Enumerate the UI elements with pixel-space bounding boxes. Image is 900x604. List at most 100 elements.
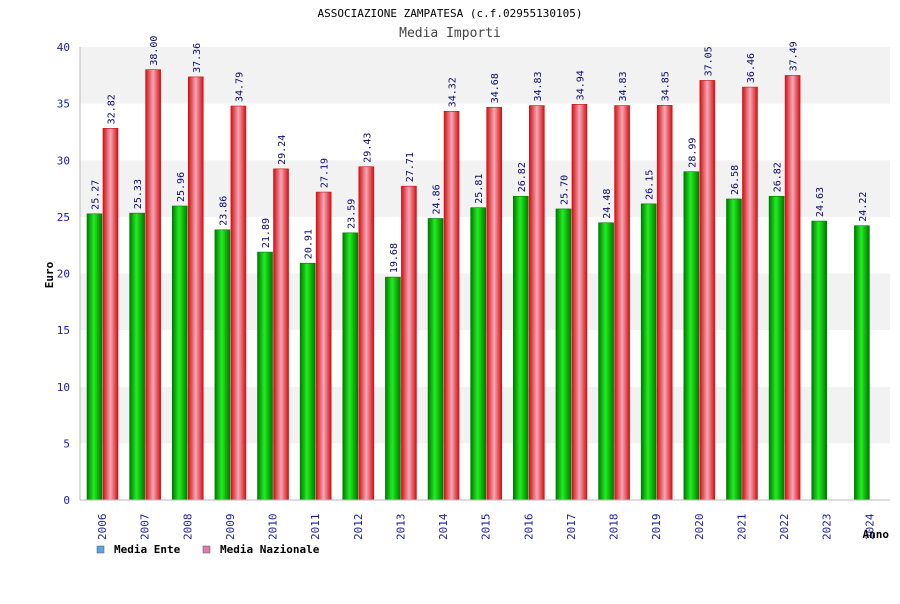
x-tick-label: 2007 [139, 514, 152, 541]
bar-media-nazionale [742, 86, 758, 501]
y-tick-label: 40 [57, 41, 70, 54]
x-tick-label: 2011 [309, 514, 322, 541]
bar-media-ente [86, 213, 103, 501]
x-tick-label: 2018 [608, 514, 621, 541]
chart-subtitle: Media Importi [399, 26, 501, 41]
bar-media-nazionale [656, 105, 673, 501]
x-tick-label: 2021 [735, 514, 748, 541]
value-label-ente: 25.27 [91, 180, 102, 210]
bar-media-ente [385, 276, 401, 501]
x-tick-label: 2006 [96, 514, 109, 541]
bar-media-nazionale [145, 69, 161, 501]
x-tick-label: 2008 [181, 514, 194, 541]
value-label-nazionale: 36.46 [746, 53, 757, 83]
value-label-ente: 25.70 [559, 175, 570, 205]
value-label-nazionale: 34.32 [448, 77, 459, 107]
value-label-ente: 25.96 [176, 172, 187, 202]
bar-media-nazionale [699, 80, 716, 501]
bar-media-ente [257, 251, 273, 501]
bar-media-ente [854, 225, 870, 501]
bar-media-ente [683, 171, 700, 501]
bar-media-ente [598, 222, 614, 501]
value-label-nazionale: 29.43 [362, 133, 373, 163]
value-label-ente: 26.15 [645, 170, 656, 200]
value-label-ente: 24.86 [432, 184, 443, 214]
value-label-ente: 26.82 [773, 162, 784, 192]
bar-media-nazionale [230, 105, 247, 501]
bar-media-nazionale [102, 128, 119, 501]
value-label-nazionale: 37.36 [192, 43, 203, 73]
bar-media-ente [171, 205, 188, 501]
value-label-nazionale: 38.00 [149, 36, 160, 66]
bar-media-ente [726, 198, 742, 501]
x-axis-label: Anno [863, 528, 890, 541]
value-label-ente: 20.91 [304, 229, 315, 259]
bar-media-ente [555, 208, 572, 501]
bar-media-ente [640, 203, 657, 501]
value-label-nazionale: 34.68 [490, 73, 501, 103]
chart-title: ASSOCIAZIONE ZAMPATESA (c.f.02955130105) [318, 7, 583, 20]
bar-media-nazionale [571, 104, 588, 501]
x-tick-label: 2010 [267, 514, 280, 541]
x-tick-label: 2020 [693, 514, 706, 541]
bar-media-ente [427, 218, 444, 501]
y-tick-label: 20 [57, 268, 70, 281]
y-tick-label: 25 [57, 211, 70, 224]
value-label-ente: 23.59 [346, 199, 357, 229]
bar-media-ente [513, 195, 529, 501]
bar-media-ente [470, 207, 486, 501]
value-label-nazionale: 32.82 [107, 94, 118, 124]
value-label-ente: 23.86 [218, 196, 229, 226]
y-tick-label: 35 [57, 98, 70, 111]
value-label-ente: 26.58 [730, 165, 741, 195]
bar-media-nazionale [273, 168, 289, 501]
x-axis-ticks: 2006 2007 2008 2009 2010 2011 2012 2013 2014 2015… [96, 513, 876, 540]
bar-series: 25.27 32.82 25.33 38.00 25.96 37.36 23.86 34.79… [86, 36, 870, 501]
legend-label-ente: Media Ente [114, 543, 181, 556]
bar-media-ente [129, 212, 145, 501]
y-axis-label: Euro [43, 261, 56, 288]
bar-media-nazionale [614, 105, 630, 501]
value-label-nazionale: 37.49 [789, 41, 800, 71]
bar-media-ente [768, 195, 785, 501]
x-tick-label: 2023 [821, 514, 834, 541]
value-label-nazionale: 27.71 [405, 152, 416, 182]
x-tick-label: 2024 [863, 513, 876, 540]
y-tick-label: 5 [63, 437, 70, 450]
x-tick-label: 2013 [394, 514, 407, 541]
bar-media-ente [811, 220, 828, 501]
x-tick-label: 2016 [522, 514, 535, 541]
value-label-nazionale: 29.24 [277, 135, 288, 165]
legend-swatch-ente [96, 545, 105, 554]
y-axis-ticks: 0 5 10 15 20 25 30 35 40 [57, 41, 70, 507]
bar-media-nazionale [443, 111, 460, 501]
value-label-ente: 25.33 [133, 179, 144, 209]
value-label-nazionale: 37.05 [703, 46, 714, 76]
value-label-ente: 24.22 [858, 192, 869, 222]
y-tick-label: 30 [57, 154, 70, 167]
bar-media-nazionale [401, 185, 417, 501]
bar-media-nazionale [315, 191, 332, 501]
value-label-nazionale: 34.79 [234, 72, 245, 102]
value-label-nazionale: 34.83 [533, 71, 544, 101]
y-tick-label: 0 [63, 494, 70, 507]
bar-media-nazionale [358, 166, 375, 501]
bar-media-nazionale [529, 105, 545, 501]
value-label-ente: 25.81 [474, 174, 485, 204]
x-tick-label: 2019 [650, 514, 663, 541]
x-tick-label: 2012 [352, 514, 365, 541]
value-label-nazionale: 34.85 [661, 71, 672, 101]
value-label-ente: 24.63 [815, 187, 826, 217]
x-tick-label: 2022 [778, 514, 791, 541]
bar-media-nazionale [187, 76, 204, 501]
value-label-ente: 21.89 [261, 218, 272, 248]
bar-media-nazionale [784, 75, 801, 501]
y-tick-label: 15 [57, 324, 70, 337]
value-label-ente: 24.48 [602, 189, 613, 219]
value-label-nazionale: 34.83 [618, 71, 629, 101]
x-tick-label: 2017 [565, 514, 578, 541]
bar-media-nazionale [486, 106, 502, 501]
value-label-nazionale: 27.19 [320, 158, 331, 188]
